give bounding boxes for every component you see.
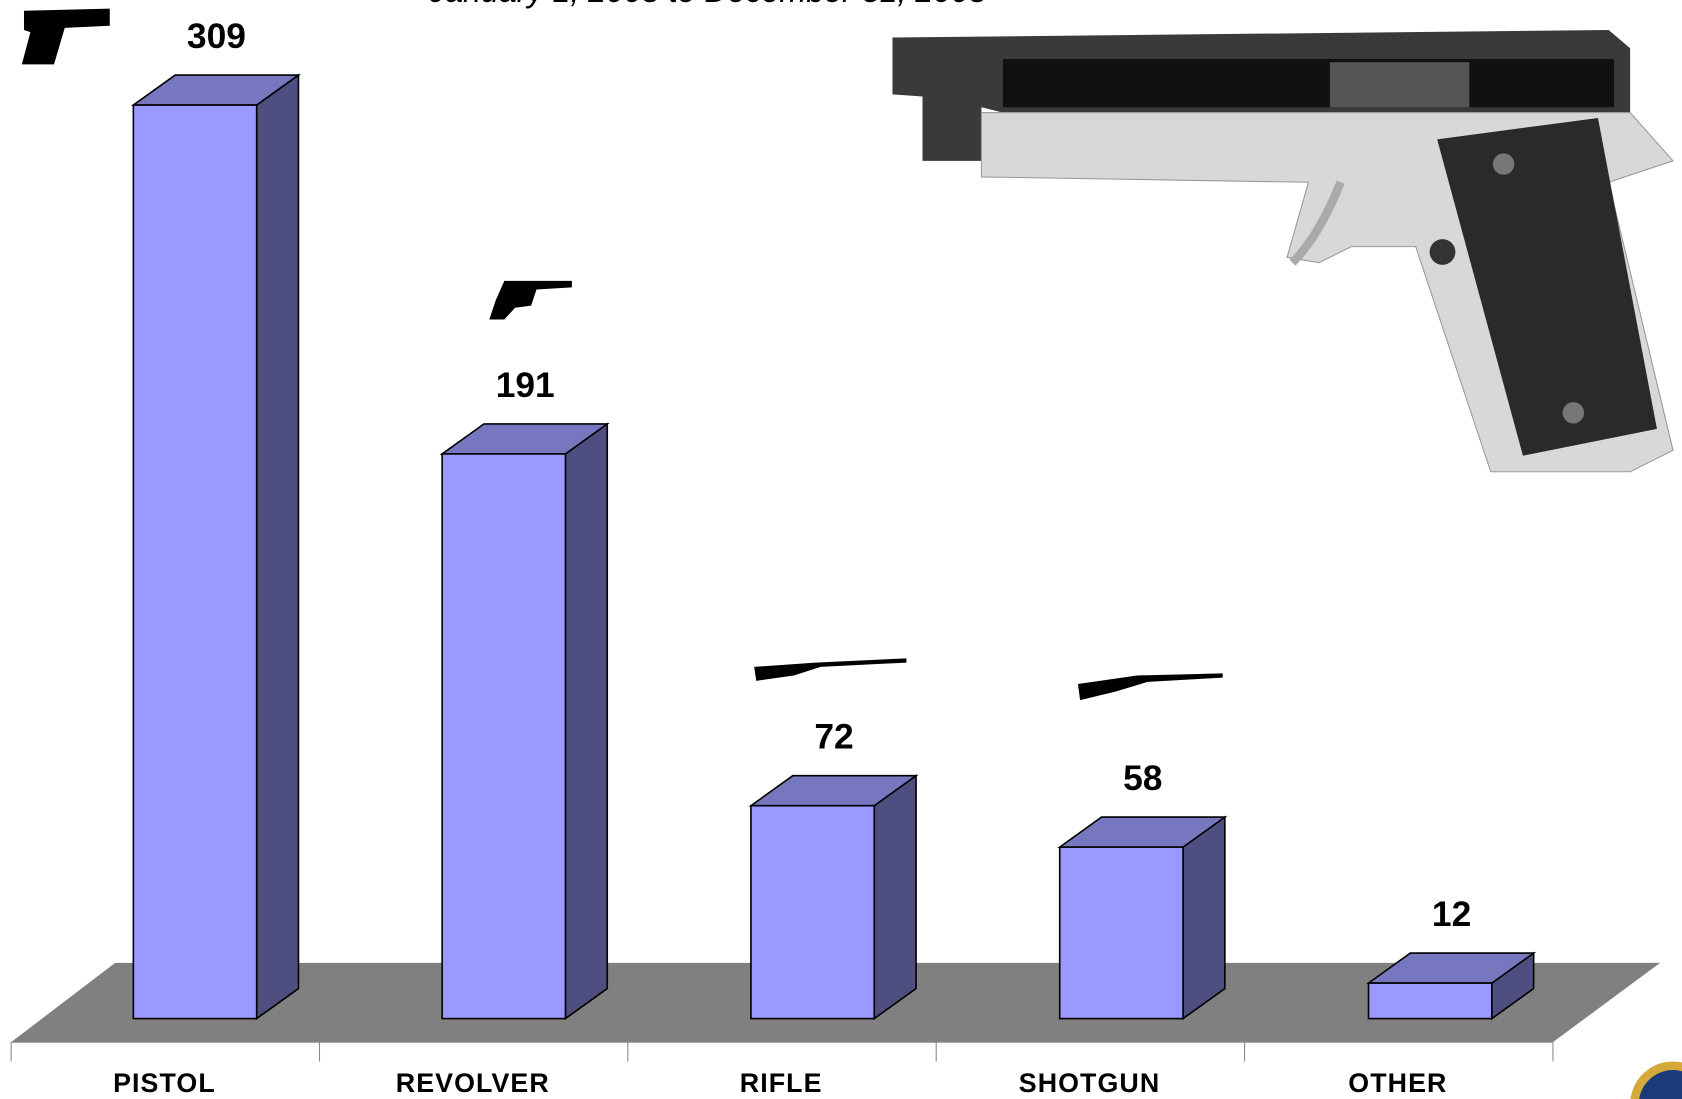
- bar: [1058, 846, 1184, 1020]
- value-label: 12: [1432, 895, 1471, 934]
- x-tick-label: RIFLE: [740, 1068, 823, 1098]
- x-tick-label: SHOTGUN: [1019, 1068, 1160, 1098]
- value-label: 72: [814, 718, 853, 757]
- bar: [132, 104, 258, 1020]
- bar: [750, 804, 876, 1020]
- bar-side: [255, 73, 300, 1021]
- pistol-illustration: [892, 30, 1674, 473]
- x-tick-label: PISTOL: [113, 1068, 216, 1098]
- x-tick-label: OTHER: [1348, 1068, 1447, 1098]
- bar-side: [1182, 815, 1226, 1021]
- seal: [1630, 1061, 1682, 1099]
- bar-side: [873, 774, 917, 1021]
- bar: [1367, 982, 1493, 1020]
- weapon-icons: [21, 8, 1223, 701]
- value-label: 191: [496, 366, 555, 405]
- bar-side: [564, 422, 609, 1021]
- bar: [441, 453, 567, 1020]
- value-label: 309: [187, 17, 246, 56]
- value-label: 58: [1123, 759, 1162, 798]
- x-tick-label: REVOLVER: [396, 1068, 550, 1098]
- chart-subtitle: January 1, 2008 to December 31, 2008: [428, 0, 987, 9]
